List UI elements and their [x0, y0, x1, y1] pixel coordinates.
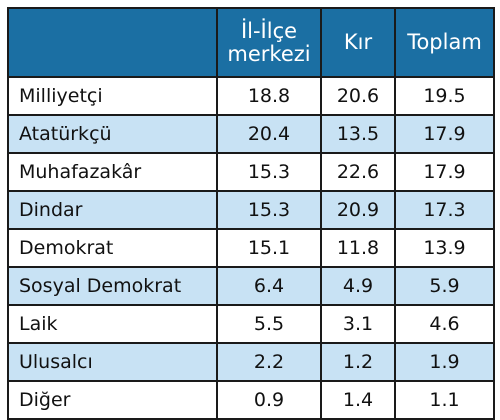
- row-label-cell: Milliyetçi: [7, 76, 218, 116]
- row-label-cell: Ulusalcı: [7, 342, 218, 382]
- value-cell: 18.8: [216, 76, 322, 116]
- value-cell: 5.5: [216, 304, 322, 344]
- value-cell: 1.9: [394, 342, 495, 382]
- value-cell: 20.6: [320, 76, 396, 116]
- value-cell: 0.9: [216, 380, 322, 420]
- value-cell: 2.2: [216, 342, 322, 382]
- table-row: Dindar 15.3 20.9 17.3: [7, 190, 495, 230]
- table-body: Milliyetçi 18.8 20.6 19.5 Atatürkçü 20.4 13.5 1…: [7, 76, 495, 420]
- value-cell: 4.6: [394, 304, 495, 344]
- value-cell: 19.5: [394, 76, 495, 116]
- table-row: Muhafazakâr 15.3 22.6 17.9: [7, 152, 495, 192]
- header-cell-toplam: Toplam: [394, 7, 495, 78]
- table-row: Laik 5.5 3.1 4.6: [7, 304, 495, 344]
- header-line: İl-İlçe: [240, 18, 298, 43]
- header-line: Kır: [343, 30, 373, 54]
- data-table: İl-İlçe merkezi Kır Toplam Milliyetçi 18.…: [7, 7, 495, 420]
- value-cell: 6.4: [216, 266, 322, 306]
- value-cell: 13.5: [320, 114, 396, 154]
- value-cell: 4.9: [320, 266, 396, 306]
- value-cell: 15.3: [216, 190, 322, 230]
- value-cell: 17.3: [394, 190, 495, 230]
- row-label-cell: Muhafazakâr: [7, 152, 218, 192]
- row-label-cell: Demokrat: [7, 228, 218, 268]
- table-row: Ulusalcı 2.2 1.2 1.9: [7, 342, 495, 382]
- row-label-cell: Laik: [7, 304, 218, 344]
- value-cell: 22.6: [320, 152, 396, 192]
- row-label-cell: Sosyal Demokrat: [7, 266, 218, 306]
- value-cell: 1.4: [320, 380, 396, 420]
- value-cell: 20.4: [216, 114, 322, 154]
- table-row: Milliyetçi 18.8 20.6 19.5: [7, 76, 495, 116]
- table-row: Sosyal Demokrat 6.4 4.9 5.9: [7, 266, 495, 306]
- value-cell: 1.1: [394, 380, 495, 420]
- header-line: merkezi: [227, 41, 311, 66]
- header-cell-empty: [7, 7, 218, 78]
- header-cell-il-ilce-merkezi: İl-İlçe merkezi: [216, 7, 322, 78]
- row-label-cell: Diğer: [7, 380, 218, 420]
- table-row: Demokrat 15.1 11.8 13.9: [7, 228, 495, 268]
- table-row: Atatürkçü 20.4 13.5 17.9: [7, 114, 495, 154]
- data-table-container: İl-İlçe merkezi Kır Toplam Milliyetçi 18.…: [7, 7, 495, 420]
- value-cell: 17.9: [394, 114, 495, 154]
- row-label-cell: Dindar: [7, 190, 218, 230]
- value-cell: 15.3: [216, 152, 322, 192]
- table-row: Diğer 0.9 1.4 1.1: [7, 380, 495, 420]
- value-cell: 15.1: [216, 228, 322, 268]
- value-cell: 17.9: [394, 152, 495, 192]
- value-cell: 11.8: [320, 228, 396, 268]
- row-label-cell: Atatürkçü: [7, 114, 218, 154]
- value-cell: 13.9: [394, 228, 495, 268]
- value-cell: 5.9: [394, 266, 495, 306]
- table-header-row: İl-İlçe merkezi Kır Toplam: [7, 7, 495, 78]
- value-cell: 3.1: [320, 304, 396, 344]
- header-cell-kir: Kır: [320, 7, 396, 78]
- value-cell: 20.9: [320, 190, 396, 230]
- value-cell: 1.2: [320, 342, 396, 382]
- header-line: Toplam: [407, 30, 482, 54]
